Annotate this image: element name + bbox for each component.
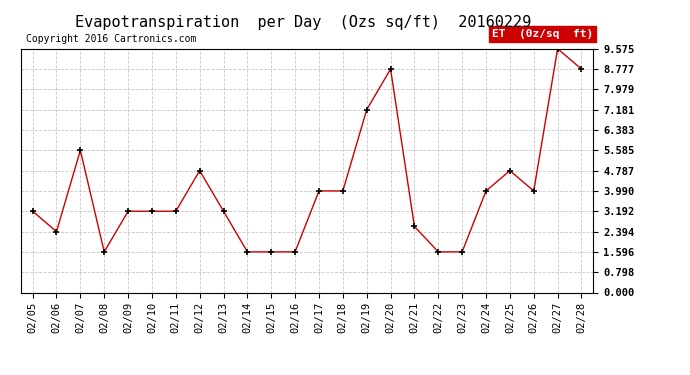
Text: Evapotranspiration  per Day  (Ozs sq/ft)  20160229: Evapotranspiration per Day (Ozs sq/ft) 2… <box>75 15 532 30</box>
Text: Copyright 2016 Cartronics.com: Copyright 2016 Cartronics.com <box>26 34 197 44</box>
Text: ET  (0z/sq  ft): ET (0z/sq ft) <box>492 29 593 39</box>
